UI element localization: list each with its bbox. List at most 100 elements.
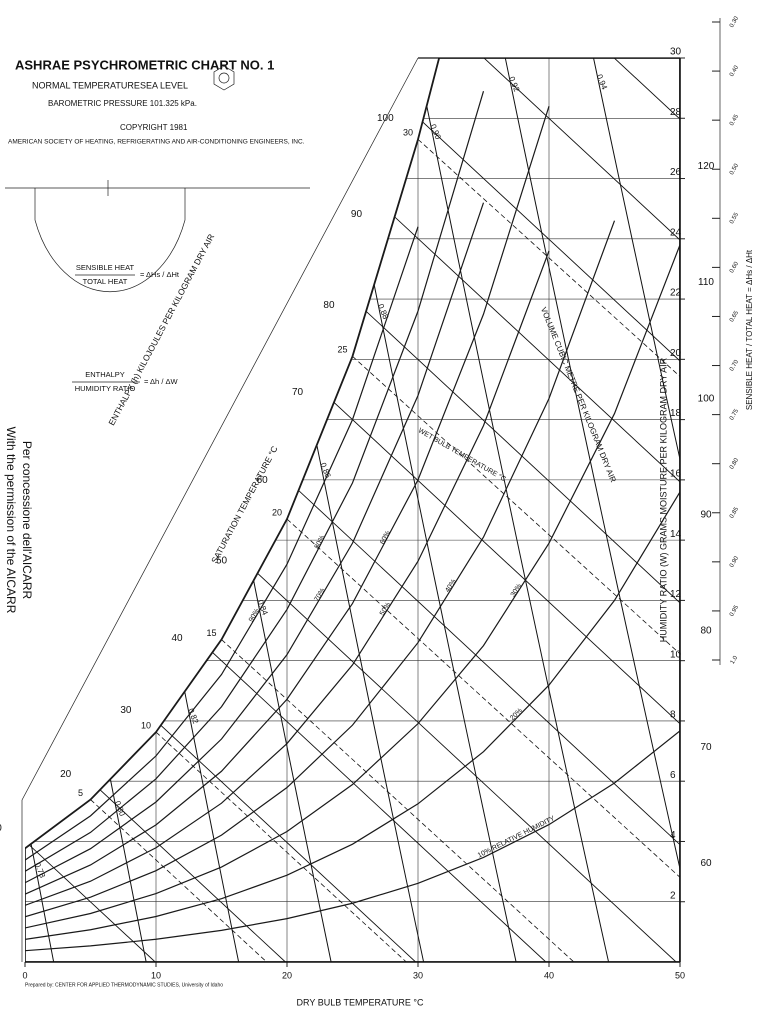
y-tick-label: 18 xyxy=(670,408,682,419)
shr-label: 0.50 xyxy=(729,162,740,176)
logo xyxy=(213,65,235,91)
rh-curve xyxy=(25,244,680,929)
volume-label: 0.94 xyxy=(595,73,609,91)
enthalpy-label: 100 xyxy=(698,393,715,404)
shr-scale-title: SENSIBLE HEAT / TOTAL HEAT = ΔHs / ΔHt xyxy=(745,249,754,410)
subtitle: SEA LEVEL xyxy=(140,80,188,90)
shr-label: 0.45 xyxy=(729,113,740,127)
x-tick-label: 40 xyxy=(544,970,554,980)
enthalpy-label: 10 xyxy=(0,823,2,834)
enthalpy-line xyxy=(25,58,680,962)
y-tick-label: 22 xyxy=(670,288,682,299)
enthalpy-label: 50 xyxy=(216,556,228,567)
chart-title: ASHRAE PSYCHROMETRIC CHART NO. 1 xyxy=(15,57,274,72)
rh-curve xyxy=(25,106,550,895)
rh-label: 80% xyxy=(314,534,327,550)
subtitle: AMERICAN SOCIETY OF HEATING, REFRIGERATI… xyxy=(8,139,305,146)
enthalpy-line xyxy=(25,779,156,962)
shr-label: 0.40 xyxy=(729,64,740,78)
volume-label: 0.88 xyxy=(376,303,390,321)
enthalpy-label: 40 xyxy=(171,633,183,644)
saturation-label: 25 xyxy=(337,345,347,355)
enthalpy-label: 70 xyxy=(700,742,712,753)
x-tick-label: 30 xyxy=(413,970,423,980)
shr-label: 0.95 xyxy=(729,604,740,618)
saturation-label: 15 xyxy=(206,628,216,638)
y-tick-label: 12 xyxy=(670,589,682,600)
shr-label: 0.75 xyxy=(729,408,740,422)
enthalpy-line xyxy=(25,58,680,962)
saturation-curve xyxy=(25,58,441,850)
y-tick-label: 6 xyxy=(670,770,676,781)
enthalpy-line xyxy=(25,658,286,962)
plot-border xyxy=(25,58,680,962)
wet-bulb-line xyxy=(155,731,407,962)
volume-line xyxy=(25,672,65,962)
shr-label: 0.60 xyxy=(729,261,740,275)
volume-label: 0.86 xyxy=(318,461,332,479)
volume-line xyxy=(247,58,524,962)
volume-label: 0.80 xyxy=(113,800,127,818)
enthalpy-label: 20 xyxy=(60,769,72,780)
logo xyxy=(218,72,230,84)
saturation-label: 10 xyxy=(141,720,151,730)
y-tick-label: 24 xyxy=(670,227,682,238)
wet-bulb-line xyxy=(352,356,680,962)
protractor-label: = Δh / ΔW xyxy=(144,377,178,386)
protractor-label: = ΔHs / ΔHt xyxy=(140,270,180,279)
x-tick-label: 10 xyxy=(151,970,161,980)
y-tick-label: 2 xyxy=(670,890,676,901)
y-axis-title: HUMIDITY RATIO (W) GRAMS MOISTURE PER KI… xyxy=(658,357,668,642)
protractor-arc xyxy=(34,188,186,292)
y-tick-label: 28 xyxy=(670,107,682,118)
permission: With the permission of the AICARR xyxy=(4,427,18,614)
volume-line xyxy=(502,58,680,578)
rh-label: 60% xyxy=(379,530,392,546)
volume-line xyxy=(417,58,680,962)
saturation-label: 5 xyxy=(78,788,83,798)
credit: Prepared by: CENTER FOR APPLIED THERMODY… xyxy=(25,982,223,988)
enthalpy-label: 80 xyxy=(700,626,712,637)
enthalpy-label: 90 xyxy=(351,209,363,220)
rh-curve xyxy=(25,491,680,940)
wet-bulb-title: WET BULB TEMPERATURE °C xyxy=(417,426,507,483)
shr-label: 0.65 xyxy=(729,310,740,324)
y-tick-label: 16 xyxy=(670,469,682,480)
rh-label: 50% xyxy=(379,601,392,617)
enthalpy-label: 100 xyxy=(377,113,394,124)
wet-bulb-line xyxy=(221,639,575,962)
enthalpy-label: 60 xyxy=(700,858,712,869)
enthalpy-label: 110 xyxy=(698,277,714,288)
y-tick-label: 10 xyxy=(670,649,682,660)
saturation-title: SATURATION TEMPERATURE °C xyxy=(209,444,279,565)
rh-curve xyxy=(25,220,616,918)
shr-label: 0.90 xyxy=(729,555,740,569)
volume-line xyxy=(332,58,622,962)
enthalpy-line xyxy=(25,175,680,962)
enthalpy-label: 60 xyxy=(257,475,269,486)
y-tick-label: 30 xyxy=(670,47,682,58)
enthalpy-line xyxy=(25,58,680,962)
subtitle: BAROMETRIC PRESSURE 101.325 kPa. xyxy=(48,99,197,108)
enthalpy-scale xyxy=(21,57,419,801)
protractor-label: ENTHALPY xyxy=(85,370,125,379)
y-tick-label: 8 xyxy=(670,710,676,721)
saturation-label: 20 xyxy=(272,507,282,517)
wet-bulb-line xyxy=(417,139,680,962)
shr-label: 0.30 xyxy=(729,15,740,29)
volume-line xyxy=(70,58,340,962)
x-tick-label: 0 xyxy=(22,970,27,980)
subtitle: NORMAL TEMPERATURE xyxy=(32,80,140,90)
protractor-label: TOTAL HEAT xyxy=(83,277,128,286)
rh-curve xyxy=(25,90,485,872)
saturation-label: 30 xyxy=(403,128,413,138)
enthalpy-label: 30 xyxy=(120,705,132,716)
rh-curve xyxy=(25,730,680,952)
x-tick-label: 50 xyxy=(675,970,685,980)
shr-label: 0.70 xyxy=(729,359,740,373)
wet-bulb-line xyxy=(286,518,680,962)
x-axis-title: DRY BULB TEMPERATURE °C xyxy=(297,997,424,1007)
rh-label: 40% xyxy=(444,578,457,594)
